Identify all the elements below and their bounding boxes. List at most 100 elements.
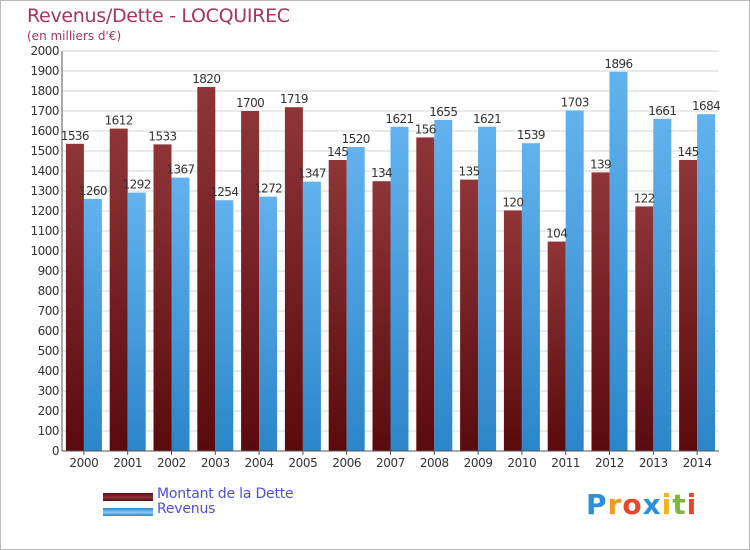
data-label: 1347 bbox=[298, 167, 326, 181]
bar-debt bbox=[197, 87, 216, 451]
y-tick-label: 400 bbox=[38, 364, 59, 378]
y-tick-label: 1800 bbox=[30, 84, 59, 98]
bar-debt bbox=[547, 241, 566, 451]
data-label: 156 bbox=[415, 122, 436, 136]
y-tick-label: 800 bbox=[38, 284, 59, 298]
bar-revenue bbox=[259, 196, 278, 451]
x-tick-label: 2002 bbox=[157, 456, 186, 470]
data-label: 1292 bbox=[123, 178, 151, 192]
bar-revenue bbox=[302, 181, 321, 451]
data-label: 104 bbox=[546, 227, 567, 241]
x-tick-label: 2012 bbox=[595, 456, 624, 470]
data-label: 1260 bbox=[79, 184, 107, 198]
data-label: 1719 bbox=[280, 92, 308, 106]
y-tick-label: 1000 bbox=[30, 244, 59, 258]
y-tick-label: 1700 bbox=[30, 104, 59, 118]
bar-revenue bbox=[478, 126, 497, 452]
y-tick-label: 300 bbox=[38, 384, 59, 398]
bar-debt bbox=[284, 107, 303, 451]
logo-letter: t bbox=[672, 488, 687, 521]
y-tick-label: 600 bbox=[38, 324, 59, 338]
y-tick-label: 1100 bbox=[30, 224, 59, 238]
x-tick-label: 2001 bbox=[113, 456, 142, 470]
legend-label-debt: Montant de la Dette bbox=[157, 486, 294, 502]
bars bbox=[65, 71, 716, 452]
bar-revenue bbox=[390, 126, 409, 452]
x-tick-label: 2003 bbox=[201, 456, 230, 470]
data-label: 1367 bbox=[166, 163, 194, 177]
chart-subtitle: (en milliers d'€) bbox=[27, 29, 122, 43]
bar-debt bbox=[591, 172, 610, 451]
bar-revenue bbox=[434, 120, 453, 451]
bar-revenue bbox=[215, 200, 234, 451]
y-tick-label: 200 bbox=[38, 404, 59, 418]
bar-debt bbox=[679, 160, 698, 451]
bar-debt bbox=[328, 160, 347, 451]
logo-letter: i bbox=[661, 488, 673, 521]
logo-letter: x bbox=[642, 488, 662, 521]
logo-letter: P bbox=[586, 488, 608, 521]
data-label: 122 bbox=[634, 191, 655, 205]
y-tick-label: 1400 bbox=[30, 164, 59, 178]
data-label: 1539 bbox=[517, 128, 545, 142]
data-label: 134 bbox=[371, 166, 392, 180]
data-label: 139 bbox=[590, 157, 611, 171]
bar-debt bbox=[503, 210, 522, 451]
axes bbox=[61, 51, 719, 452]
y-tick-label: 1600 bbox=[30, 124, 59, 138]
data-label: 135 bbox=[459, 165, 480, 179]
x-tick-label: 2011 bbox=[551, 456, 580, 470]
data-label: 1272 bbox=[254, 182, 282, 196]
data-label: 1703 bbox=[561, 95, 589, 109]
data-label: 1655 bbox=[429, 105, 457, 119]
bar-revenue bbox=[171, 177, 190, 451]
y-tick-label: 1200 bbox=[30, 204, 59, 218]
bar-debt bbox=[460, 179, 479, 451]
y-tick-label: 900 bbox=[38, 264, 59, 278]
y-tick-label: 2000 bbox=[30, 44, 59, 58]
data-label: 1612 bbox=[105, 114, 133, 128]
y-tick-label: 100 bbox=[38, 424, 59, 438]
data-label: 145 bbox=[327, 145, 348, 159]
data-label: 1621 bbox=[385, 112, 413, 126]
y-tick-label: 1300 bbox=[30, 184, 59, 198]
x-tick-label: 2014 bbox=[683, 456, 712, 470]
x-tick-label: 2007 bbox=[376, 456, 405, 470]
bar-revenue bbox=[609, 71, 628, 452]
x-tick-label: 2004 bbox=[245, 456, 274, 470]
data-label: 1520 bbox=[342, 132, 370, 146]
legend-swatch-revenue bbox=[103, 508, 153, 516]
data-label: 1896 bbox=[604, 57, 632, 71]
data-label: 1536 bbox=[61, 129, 89, 143]
y-tick-label: 0 bbox=[52, 444, 59, 458]
x-tick-label: 2005 bbox=[288, 456, 317, 470]
y-tick-label: 500 bbox=[38, 344, 59, 358]
bar-revenue bbox=[127, 192, 146, 451]
bar-debt bbox=[241, 111, 260, 451]
x-tick-label: 2000 bbox=[69, 456, 98, 470]
bar-revenue bbox=[697, 114, 716, 451]
y-axis-ticks: 0 100 200 300 400 500 600 700 800 900 1000 1100 1200… bbox=[30, 44, 59, 458]
bar-revenue bbox=[653, 118, 672, 452]
bar-revenue bbox=[83, 199, 102, 451]
data-label: 1700 bbox=[236, 96, 264, 110]
bar-debt bbox=[65, 143, 84, 452]
x-tick-label: 2008 bbox=[420, 456, 449, 470]
logo-letter: o bbox=[622, 488, 643, 521]
y-tick-label: 1900 bbox=[30, 64, 59, 78]
bar-debt bbox=[372, 181, 391, 451]
legend-swatch-debt bbox=[103, 493, 153, 501]
data-label: 145 bbox=[678, 145, 699, 159]
data-label: 120 bbox=[502, 195, 523, 209]
data-label: 1684 bbox=[692, 99, 720, 113]
bar-debt bbox=[416, 137, 435, 451]
data-label: 1533 bbox=[148, 129, 176, 143]
data-label: 1621 bbox=[473, 112, 501, 126]
x-tick-label: 2010 bbox=[507, 456, 536, 470]
page-title: Revenus/Dette - LOCQUIREC bbox=[27, 5, 290, 27]
logo-letter: r bbox=[607, 488, 623, 521]
x-tick-label: 2009 bbox=[464, 456, 493, 470]
y-tick-label: 1500 bbox=[30, 144, 59, 158]
bar-revenue bbox=[521, 143, 540, 451]
